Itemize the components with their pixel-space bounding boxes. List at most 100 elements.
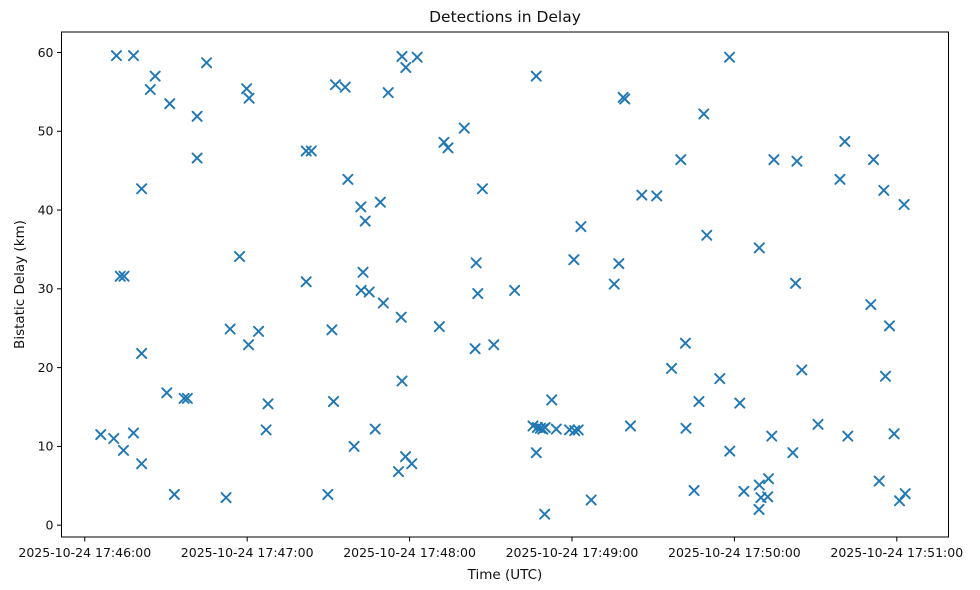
data-point-marker [396,375,408,387]
data-point-marker [636,189,648,201]
data-point-marker [509,284,521,296]
data-point-marker [377,297,389,309]
data-point-marker [539,508,551,520]
data-point-marker [575,221,587,233]
data-point-marker [220,492,232,504]
data-point-marker [406,458,418,470]
data-point-marker [396,50,408,62]
y-tick-label: 10 [38,439,54,454]
data-point-marker [734,397,746,409]
data-point-marker [796,364,808,376]
data-point-marker [787,447,799,459]
y-tick-label: 0 [46,517,54,532]
data-point-marker [164,98,176,110]
data-point-marker [363,286,375,298]
data-point-marker [241,83,253,95]
data-point-marker [723,51,736,63]
data-point-marker [300,276,312,288]
data-point-marker [469,343,481,355]
data-point-marker [768,154,780,166]
data-point-marker [842,430,854,442]
x-axis-label: Time (UTC) [467,567,543,583]
x-tick-label: 2025-10-24 17:46:00 [18,545,151,560]
data-point-marker [762,491,774,503]
data-point-marker [242,339,255,351]
data-point-marker [762,473,775,485]
data-point-marker [714,373,726,385]
data-point-marker [342,173,354,185]
data-point-marker [181,392,193,404]
data-point-marker [766,430,778,442]
data-point-marker [191,152,203,164]
data-point-marker [680,422,692,434]
data-point-marker [569,425,581,437]
data-point-marker [619,93,631,105]
data-point-marker [666,362,678,374]
data-point-marker [883,320,896,332]
data-point-marker [201,57,213,69]
data-point-marker [136,347,148,359]
x-tick-label: 2025-10-24 17:50:00 [668,545,801,560]
data-point-marker [675,154,687,166]
data-point-marker [878,184,890,196]
data-point-marker [359,215,371,227]
y-tick-label: 50 [38,124,54,139]
data-point-marker [679,337,691,349]
data-point-marker [411,51,423,63]
plot-border [61,31,949,538]
data-point-marker [472,288,484,300]
data-point-marker [898,198,910,211]
y-axis-label: Bistatic Delay (km) [12,220,28,349]
data-point-marker [168,488,180,501]
data-point-marker [724,445,736,457]
data-point-marker [812,418,824,430]
data-point-marker [753,242,765,254]
data-point-marker [339,81,351,93]
y-tick-label: 40 [38,202,54,217]
data-point-marker [585,494,597,506]
data-point-marker [608,278,620,290]
data-point-marker [893,495,906,507]
data-point-marker [178,392,190,404]
data-point-marker [834,173,846,185]
data-point-marker [476,183,488,195]
data-point-marker [224,323,236,335]
data-point-marker [791,155,803,167]
data-point-marker [442,142,454,154]
data-point-marker [326,324,338,336]
x-tick-label: 2025-10-24 17:47:00 [181,545,314,560]
data-point-marker [613,258,625,270]
chart-title: Detections in Delay [429,8,581,26]
y-tick-label: 30 [38,281,54,296]
data-point-marker [550,423,562,435]
data-point-marker [873,475,885,487]
data-point-marker [572,424,584,436]
data-point-marker [253,325,265,337]
data-point-marker [118,270,130,282]
data-point-marker [136,458,148,470]
data-point-marker [127,427,140,439]
data-point-marker [191,110,203,122]
data-point-marker [149,70,161,82]
data-point-marker [701,229,713,241]
data-point-marker [546,394,558,406]
data-point-marker [136,183,148,195]
data-point-marker [693,395,705,408]
data-point-marker [888,428,900,440]
data-point-marker [470,257,482,269]
data-point-marker [867,154,880,166]
data-point-marker [327,395,340,408]
x-tick-label: 2025-10-24 17:49:00 [506,545,639,560]
data-point-marker [458,122,470,134]
data-point-marker [243,92,255,104]
data-point-marker [624,420,637,432]
data-point-marker [698,108,710,120]
data-point-marker [395,311,407,323]
data-point-marker [790,277,802,289]
data-point-marker [568,254,580,266]
data-point-marker [329,79,341,91]
data-point-marker [114,270,126,282]
data-point-marker [110,50,122,62]
